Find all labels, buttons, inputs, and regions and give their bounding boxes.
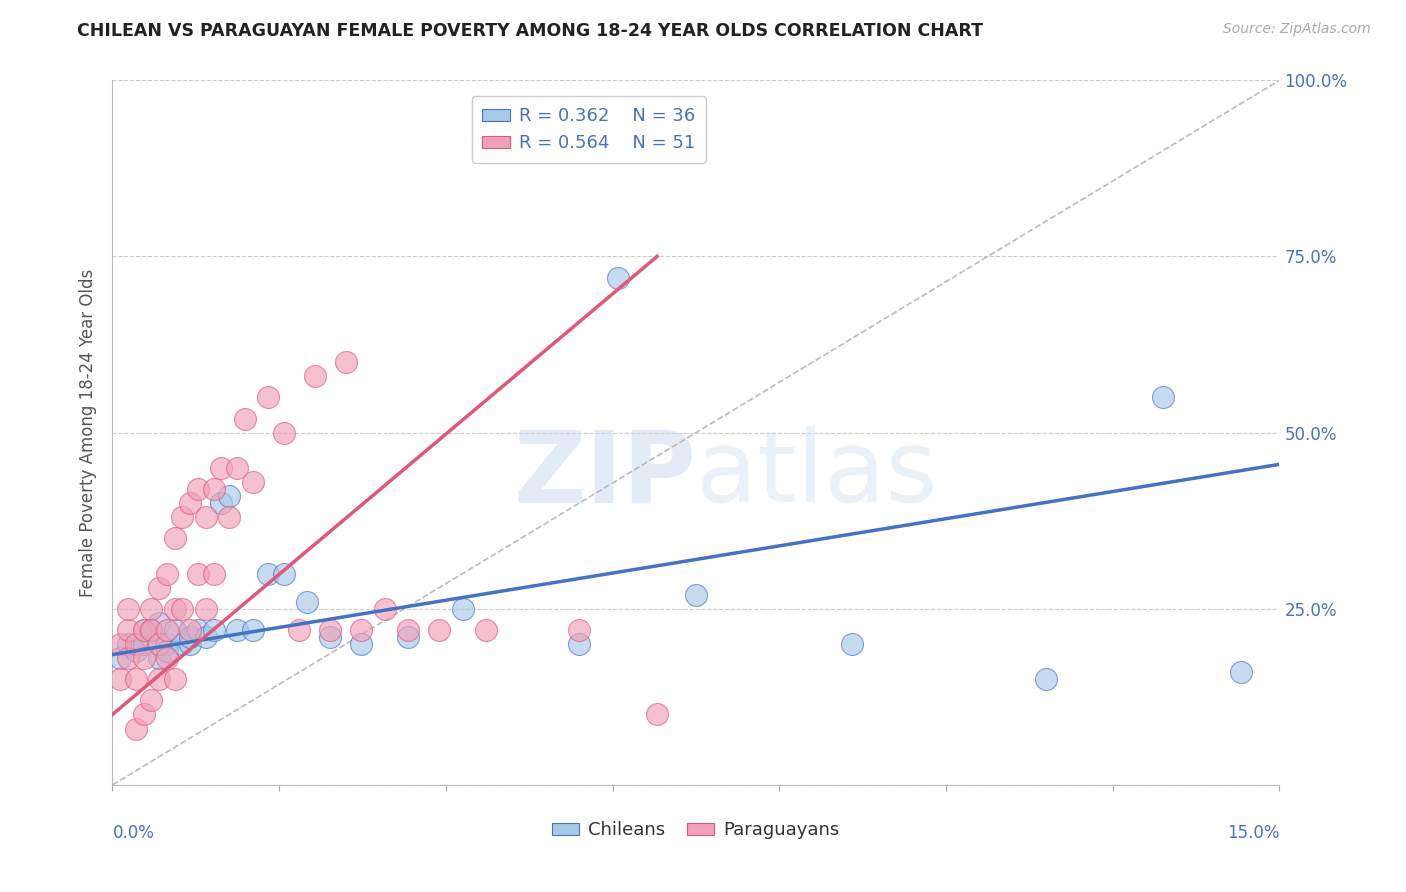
Point: [163, 673, 186, 687]
Point: [141, 693, 163, 707]
Point: [148, 581, 170, 595]
Point: [273, 566, 295, 581]
Point: [125, 637, 148, 651]
Point: [148, 637, 170, 651]
Point: [163, 623, 186, 637]
Point: [335, 355, 357, 369]
Point: [374, 601, 396, 615]
Point: [568, 623, 591, 637]
Point: [1035, 673, 1057, 687]
Point: [209, 460, 232, 475]
Point: [451, 601, 474, 615]
Point: [125, 673, 148, 687]
Point: [141, 601, 163, 615]
Point: [117, 637, 139, 651]
Point: [148, 651, 170, 665]
Point: [475, 623, 498, 637]
Point: [132, 623, 155, 637]
Point: [194, 510, 217, 524]
Point: [156, 644, 179, 658]
Point: [179, 623, 201, 637]
Point: [141, 623, 163, 637]
Point: [148, 673, 170, 687]
Point: [156, 637, 179, 651]
Point: [396, 623, 419, 637]
Point: [427, 623, 450, 637]
Point: [179, 637, 201, 651]
Text: 0.0%: 0.0%: [112, 823, 155, 842]
Point: [304, 369, 326, 384]
Point: [607, 270, 630, 285]
Point: [226, 623, 249, 637]
Point: [187, 623, 209, 637]
Point: [233, 411, 256, 425]
Point: [288, 623, 311, 637]
Point: [568, 637, 591, 651]
Point: [187, 566, 209, 581]
Text: CHILEAN VS PARAGUAYAN FEMALE POVERTY AMONG 18-24 YEAR OLDS CORRELATION CHART: CHILEAN VS PARAGUAYAN FEMALE POVERTY AMO…: [77, 22, 983, 40]
Point: [117, 623, 139, 637]
Point: [295, 595, 318, 609]
Text: ZIP: ZIP: [513, 426, 696, 524]
Point: [156, 651, 179, 665]
Point: [1152, 391, 1174, 405]
Point: [110, 637, 132, 651]
Point: [319, 623, 342, 637]
Point: [645, 707, 668, 722]
Point: [125, 644, 148, 658]
Text: atlas: atlas: [696, 426, 938, 524]
Point: [202, 566, 225, 581]
Point: [179, 496, 201, 510]
Point: [117, 651, 139, 665]
Point: [141, 623, 163, 637]
Point: [132, 651, 155, 665]
Point: [350, 623, 373, 637]
Point: [117, 601, 139, 615]
Point: [194, 630, 217, 644]
Point: [226, 460, 249, 475]
Text: Source: ZipAtlas.com: Source: ZipAtlas.com: [1223, 22, 1371, 37]
Point: [242, 475, 264, 489]
Point: [242, 623, 264, 637]
Y-axis label: Female Poverty Among 18-24 Year Olds: Female Poverty Among 18-24 Year Olds: [79, 268, 97, 597]
Point: [396, 630, 419, 644]
Point: [202, 482, 225, 496]
Legend: Chileans, Paraguayans: Chileans, Paraguayans: [546, 814, 846, 847]
Point: [841, 637, 863, 651]
Point: [172, 510, 194, 524]
Point: [132, 637, 155, 651]
Point: [685, 588, 707, 602]
Point: [110, 651, 132, 665]
Point: [172, 601, 194, 615]
Point: [1229, 665, 1251, 680]
Point: [179, 630, 201, 644]
Point: [163, 601, 186, 615]
Point: [148, 615, 170, 630]
Point: [172, 637, 194, 651]
Point: [218, 489, 240, 503]
Point: [218, 510, 240, 524]
Point: [141, 630, 163, 644]
Point: [187, 482, 209, 496]
Point: [319, 630, 342, 644]
Point: [202, 623, 225, 637]
Point: [273, 425, 295, 440]
Point: [163, 532, 186, 546]
Point: [156, 566, 179, 581]
Point: [132, 623, 155, 637]
Point: [257, 391, 280, 405]
Point: [125, 722, 148, 736]
Point: [350, 637, 373, 651]
Point: [156, 623, 179, 637]
Point: [209, 496, 232, 510]
Text: 15.0%: 15.0%: [1227, 823, 1279, 842]
Point: [132, 707, 155, 722]
Point: [257, 566, 280, 581]
Point: [110, 673, 132, 687]
Point: [194, 601, 217, 615]
